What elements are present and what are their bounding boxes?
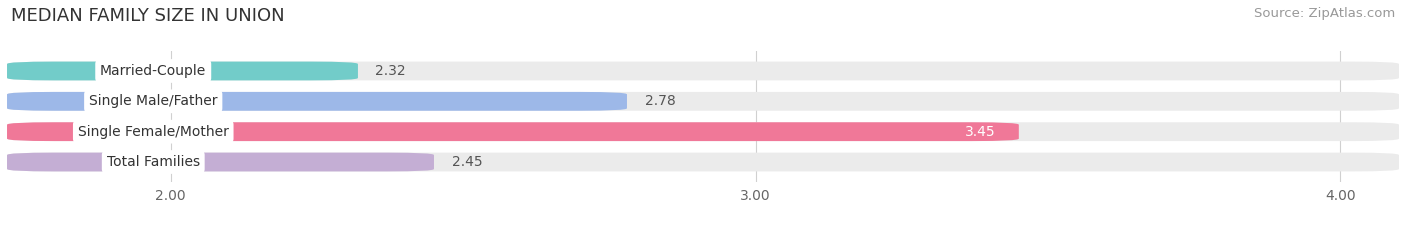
Text: Single Male/Father: Single Male/Father (89, 94, 218, 108)
Text: Single Female/Mother: Single Female/Mother (77, 125, 229, 139)
FancyBboxPatch shape (7, 122, 1399, 141)
Text: Source: ZipAtlas.com: Source: ZipAtlas.com (1254, 7, 1395, 20)
Text: 2.32: 2.32 (375, 64, 406, 78)
FancyBboxPatch shape (7, 153, 1399, 171)
Text: 2.78: 2.78 (644, 94, 675, 108)
Text: Total Families: Total Families (107, 155, 200, 169)
FancyBboxPatch shape (7, 92, 627, 111)
FancyBboxPatch shape (7, 62, 1399, 80)
FancyBboxPatch shape (7, 92, 1399, 111)
FancyBboxPatch shape (7, 62, 359, 80)
Text: MEDIAN FAMILY SIZE IN UNION: MEDIAN FAMILY SIZE IN UNION (11, 7, 285, 25)
Text: 3.45: 3.45 (965, 125, 995, 139)
Text: 2.45: 2.45 (451, 155, 482, 169)
Text: Married-Couple: Married-Couple (100, 64, 207, 78)
FancyBboxPatch shape (7, 153, 434, 171)
FancyBboxPatch shape (7, 122, 1019, 141)
